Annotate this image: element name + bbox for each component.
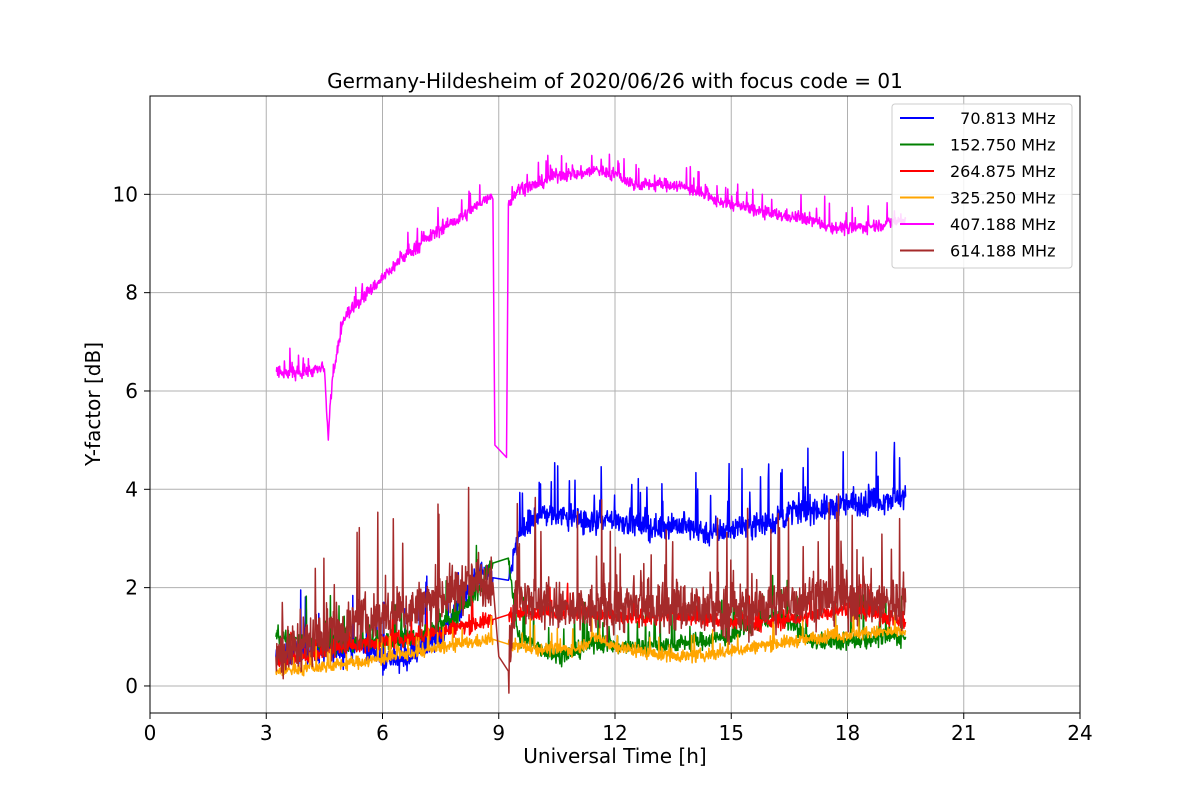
x-tick-label: 0	[144, 721, 157, 745]
x-tick-label: 18	[835, 721, 860, 745]
x-axis-ticks: 0 3 6 9 12 15 18 21 24	[144, 713, 1093, 745]
x-tick-label: 24	[1067, 721, 1092, 745]
series-line	[275, 486, 907, 694]
x-tick-label: 15	[719, 721, 744, 745]
x-axis-label: Universal Time [h]	[523, 744, 706, 768]
y-tick-label: 8	[125, 281, 138, 305]
legend-box	[891, 103, 1073, 269]
y-tick-label: 10	[113, 182, 138, 206]
legend: 70.813 MHz 152.750 MHz 264.875 MHz 325.250 …	[891, 103, 1073, 269]
y-axis-ticks: 0 2 4 6 8 10	[113, 182, 150, 698]
x-tick-label: 9	[492, 721, 505, 745]
legend-entry: 70.813 MHz	[950, 109, 1055, 128]
series-layer	[275, 153, 907, 694]
series-line	[275, 153, 907, 459]
y-tick-label: 6	[125, 379, 138, 403]
legend-entry: 325.250 MHz	[950, 189, 1055, 208]
x-tick-label: 3	[260, 721, 273, 745]
y-tick-label: 0	[125, 674, 138, 698]
chart-title: Germany-Hildesheim of 2020/06/26 with fo…	[327, 69, 903, 93]
x-tick-label: 21	[951, 721, 976, 745]
x-tick-label: 6	[376, 721, 389, 745]
series-line	[275, 608, 907, 677]
y-tick-label: 4	[125, 477, 138, 501]
legend-entry: 264.875 MHz	[950, 162, 1055, 181]
y-tick-label: 2	[125, 576, 138, 600]
legend-entry: 152.750 MHz	[950, 136, 1055, 155]
legend-entry: 407.188 MHz	[950, 215, 1055, 234]
x-tick-label: 12	[602, 721, 627, 745]
y-axis-label: Y-factor [dB]	[81, 342, 105, 467]
legend-entry: 614.188 MHz	[950, 242, 1055, 261]
